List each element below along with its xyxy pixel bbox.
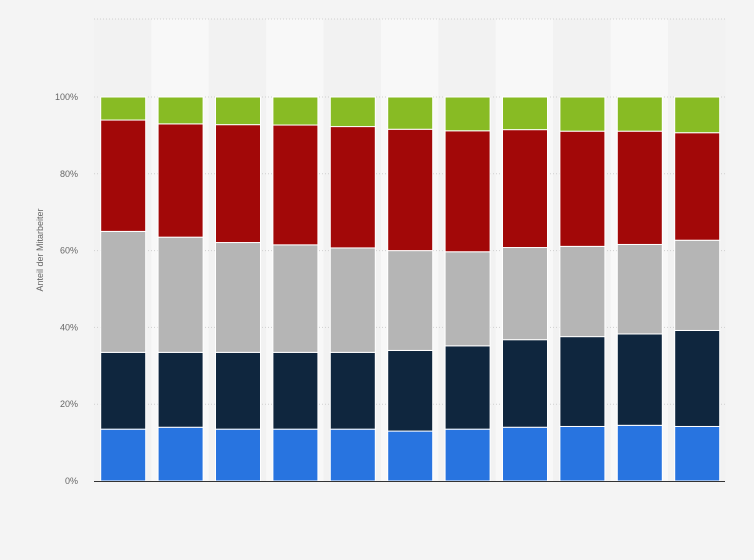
bar-segment	[616, 130, 663, 245]
bar-segment	[559, 130, 606, 247]
bar-segment	[215, 351, 261, 430]
bar-segment	[559, 425, 606, 482]
bar-segment	[329, 126, 376, 249]
bar-segment	[559, 245, 606, 338]
bar-segment	[559, 336, 606, 427]
bar-segment	[444, 251, 491, 347]
bar-segment	[502, 129, 548, 249]
bar-segment	[272, 351, 319, 430]
bar-segment	[502, 426, 548, 482]
bar-segment	[100, 230, 147, 353]
bar-segment	[215, 124, 261, 244]
bar-segment	[157, 426, 204, 482]
bar-segment	[100, 119, 147, 232]
bar-segment	[215, 428, 261, 482]
bar-segment	[444, 96, 491, 132]
bar-segment	[502, 247, 548, 341]
bar-segment	[157, 236, 204, 353]
bar-segment	[329, 96, 376, 128]
bar-segment	[674, 239, 721, 331]
bar-segment	[215, 96, 261, 126]
bar-segment	[329, 428, 376, 482]
bar-segment	[616, 96, 663, 132]
bar-segment	[272, 244, 319, 353]
y-tick-label: 20%	[60, 399, 78, 409]
y-tick-label: 40%	[60, 322, 78, 332]
bar-segment	[616, 333, 663, 426]
bar-segment	[387, 128, 434, 252]
bar-segment	[502, 339, 548, 428]
bar-segment	[444, 345, 491, 430]
bar-segment	[387, 96, 434, 130]
bar-segment	[272, 428, 319, 482]
bar-segment	[215, 242, 261, 353]
y-tick-label: 0%	[65, 476, 78, 486]
y-axis-title: Anteil der Mitarbeiter	[35, 208, 45, 291]
bar-segment	[616, 424, 663, 482]
bar-segment	[272, 96, 319, 126]
bars	[100, 96, 721, 482]
bar-segment	[387, 430, 434, 482]
bar-segment	[100, 428, 147, 482]
bar-segment	[674, 96, 721, 134]
bar-segment	[674, 329, 721, 427]
bar-segment	[157, 96, 204, 125]
bar-segment	[444, 428, 491, 482]
bar-segment	[502, 96, 548, 131]
bar-segment	[329, 247, 376, 353]
bar-segment	[674, 425, 721, 482]
bar-segment	[387, 250, 434, 351]
bar-segment	[329, 351, 376, 430]
bar-segment	[674, 132, 721, 241]
bar-segment	[157, 351, 204, 428]
bar-segment	[387, 349, 434, 432]
axes: 0% 20% 40% 60% 80% 100%	[55, 92, 725, 486]
bar-segment	[100, 351, 147, 430]
bar-segment	[444, 130, 491, 253]
bar-segment	[616, 243, 663, 335]
bar-segment	[272, 124, 319, 246]
bar-segment	[559, 96, 606, 132]
y-tick-label: 80%	[60, 169, 78, 179]
bar-segment	[157, 123, 204, 238]
bar-segment	[100, 96, 147, 121]
y-tick-label: 100%	[55, 92, 78, 102]
y-tick-label: 60%	[60, 246, 78, 256]
